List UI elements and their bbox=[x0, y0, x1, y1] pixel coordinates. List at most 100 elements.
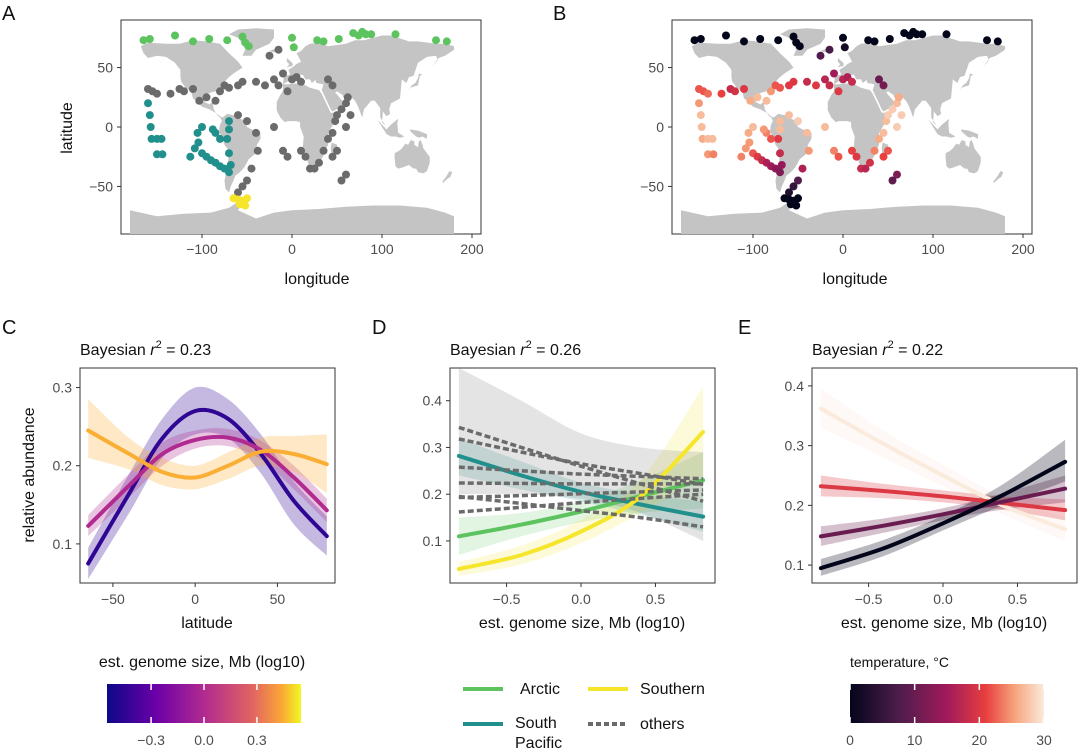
series-line bbox=[458, 492, 704, 514]
sample-point bbox=[319, 146, 328, 155]
sample-point bbox=[190, 144, 199, 153]
land-polygon bbox=[960, 129, 978, 139]
panel-b-points bbox=[690, 27, 1002, 210]
sample-point bbox=[144, 99, 152, 108]
legend-label-south-pacific-1: South bbox=[515, 715, 557, 732]
sample-point bbox=[243, 117, 251, 126]
sample-point bbox=[848, 77, 856, 86]
x-tick-label: 0.5 bbox=[1008, 591, 1028, 607]
sample-point bbox=[238, 77, 247, 86]
x-tick-label: 0.0 bbox=[933, 591, 953, 607]
sample-point bbox=[740, 85, 748, 93]
panel-e-title: Bayesian r2 = 0.22 bbox=[812, 339, 943, 359]
series-line bbox=[86, 407, 329, 566]
sample-point bbox=[888, 176, 897, 185]
legend-label-arctic: Arctic bbox=[520, 681, 560, 698]
sample-point bbox=[244, 42, 253, 51]
sample-point bbox=[270, 123, 278, 131]
land-polygon bbox=[681, 201, 1005, 234]
sample-point bbox=[870, 37, 879, 46]
y-tick-label: 0.3 bbox=[423, 439, 443, 455]
sample-point bbox=[265, 51, 274, 60]
sample-point bbox=[774, 134, 783, 143]
panel-d-title: Bayesian r2 = 0.26 bbox=[450, 339, 581, 359]
sample-point bbox=[274, 81, 283, 90]
panel-d-series bbox=[456, 368, 706, 576]
sample-point bbox=[145, 35, 154, 43]
sample-point bbox=[310, 164, 319, 173]
sample-point bbox=[342, 170, 350, 179]
sample-point bbox=[315, 158, 323, 167]
sample-point bbox=[774, 36, 783, 45]
sample-point bbox=[767, 87, 775, 96]
x-tick-label: 100 bbox=[921, 241, 945, 257]
y-tick-label: 0.3 bbox=[785, 438, 805, 454]
sample-point bbox=[834, 152, 843, 161]
sample-point bbox=[753, 93, 762, 102]
legend-genome-size-ticks: −0.3 0.0 0.3 bbox=[137, 684, 267, 748]
sample-point bbox=[875, 134, 883, 143]
sample-point bbox=[288, 33, 296, 42]
sample-point bbox=[695, 99, 703, 108]
colorbar-tick-label: 0.0 bbox=[194, 732, 214, 748]
x-tick-label: 0 bbox=[191, 591, 199, 607]
y-tick-label: 0.4 bbox=[785, 378, 805, 394]
sample-point bbox=[319, 37, 328, 46]
sample-point bbox=[942, 30, 951, 39]
panel-c-xlabel: latitude bbox=[181, 615, 233, 632]
sample-point bbox=[247, 164, 256, 173]
sample-point bbox=[825, 45, 834, 54]
series-line bbox=[818, 459, 1068, 571]
sample-point bbox=[324, 75, 332, 84]
sample-point bbox=[297, 77, 305, 86]
panel-label-d: D bbox=[372, 317, 386, 339]
y-tick-label: 0.2 bbox=[423, 486, 443, 502]
sample-point bbox=[789, 32, 798, 41]
sample-point bbox=[297, 146, 305, 155]
sample-point bbox=[333, 146, 341, 155]
land-polygon bbox=[283, 35, 454, 126]
legend-temperature-colorbar bbox=[850, 684, 1044, 723]
sample-point bbox=[870, 146, 879, 155]
sample-point bbox=[852, 152, 861, 161]
sample-point bbox=[145, 111, 154, 120]
series-line bbox=[458, 425, 704, 503]
sample-point bbox=[216, 134, 224, 143]
sample-point bbox=[324, 134, 332, 143]
sample-point bbox=[186, 152, 195, 161]
sample-point bbox=[301, 152, 310, 161]
sample-point bbox=[238, 182, 247, 191]
panel-c-title: Bayesian r2 = 0.23 bbox=[80, 339, 211, 359]
sample-point bbox=[830, 146, 838, 155]
sample-point bbox=[804, 146, 813, 155]
sample-point bbox=[274, 45, 283, 54]
sample-point bbox=[885, 35, 894, 43]
x-tick-label: 50 bbox=[270, 591, 286, 607]
sample-point bbox=[333, 111, 341, 120]
sample-point bbox=[331, 117, 340, 126]
y-tick-label: 0.3 bbox=[53, 380, 73, 396]
sample-point bbox=[875, 75, 883, 84]
sample-point bbox=[830, 69, 838, 78]
confidence-band bbox=[820, 439, 1066, 576]
land-polygon bbox=[837, 58, 844, 68]
sample-point bbox=[866, 158, 874, 167]
panel-e-series bbox=[818, 388, 1068, 576]
sample-point bbox=[342, 123, 350, 131]
sample-point bbox=[328, 152, 337, 161]
series-line bbox=[818, 406, 1068, 532]
sample-point bbox=[225, 149, 233, 158]
land-polygon bbox=[960, 73, 974, 91]
sample-point bbox=[194, 138, 203, 147]
sample-point bbox=[243, 176, 251, 185]
sample-point bbox=[261, 81, 269, 90]
sample-point bbox=[812, 81, 820, 90]
sample-point bbox=[803, 128, 811, 137]
panel-a-xlabel: longitude bbox=[285, 271, 350, 288]
sample-point bbox=[283, 152, 292, 161]
sample-point bbox=[749, 123, 757, 131]
sample-point bbox=[157, 134, 166, 143]
panel-c-chart: Bayesian r2 = 0.23 −50 0 50 0.1 0.2 0.3 latit… bbox=[21, 339, 336, 632]
sample-point bbox=[776, 117, 784, 126]
colorbar-tick-label: 0.3 bbox=[247, 732, 267, 748]
